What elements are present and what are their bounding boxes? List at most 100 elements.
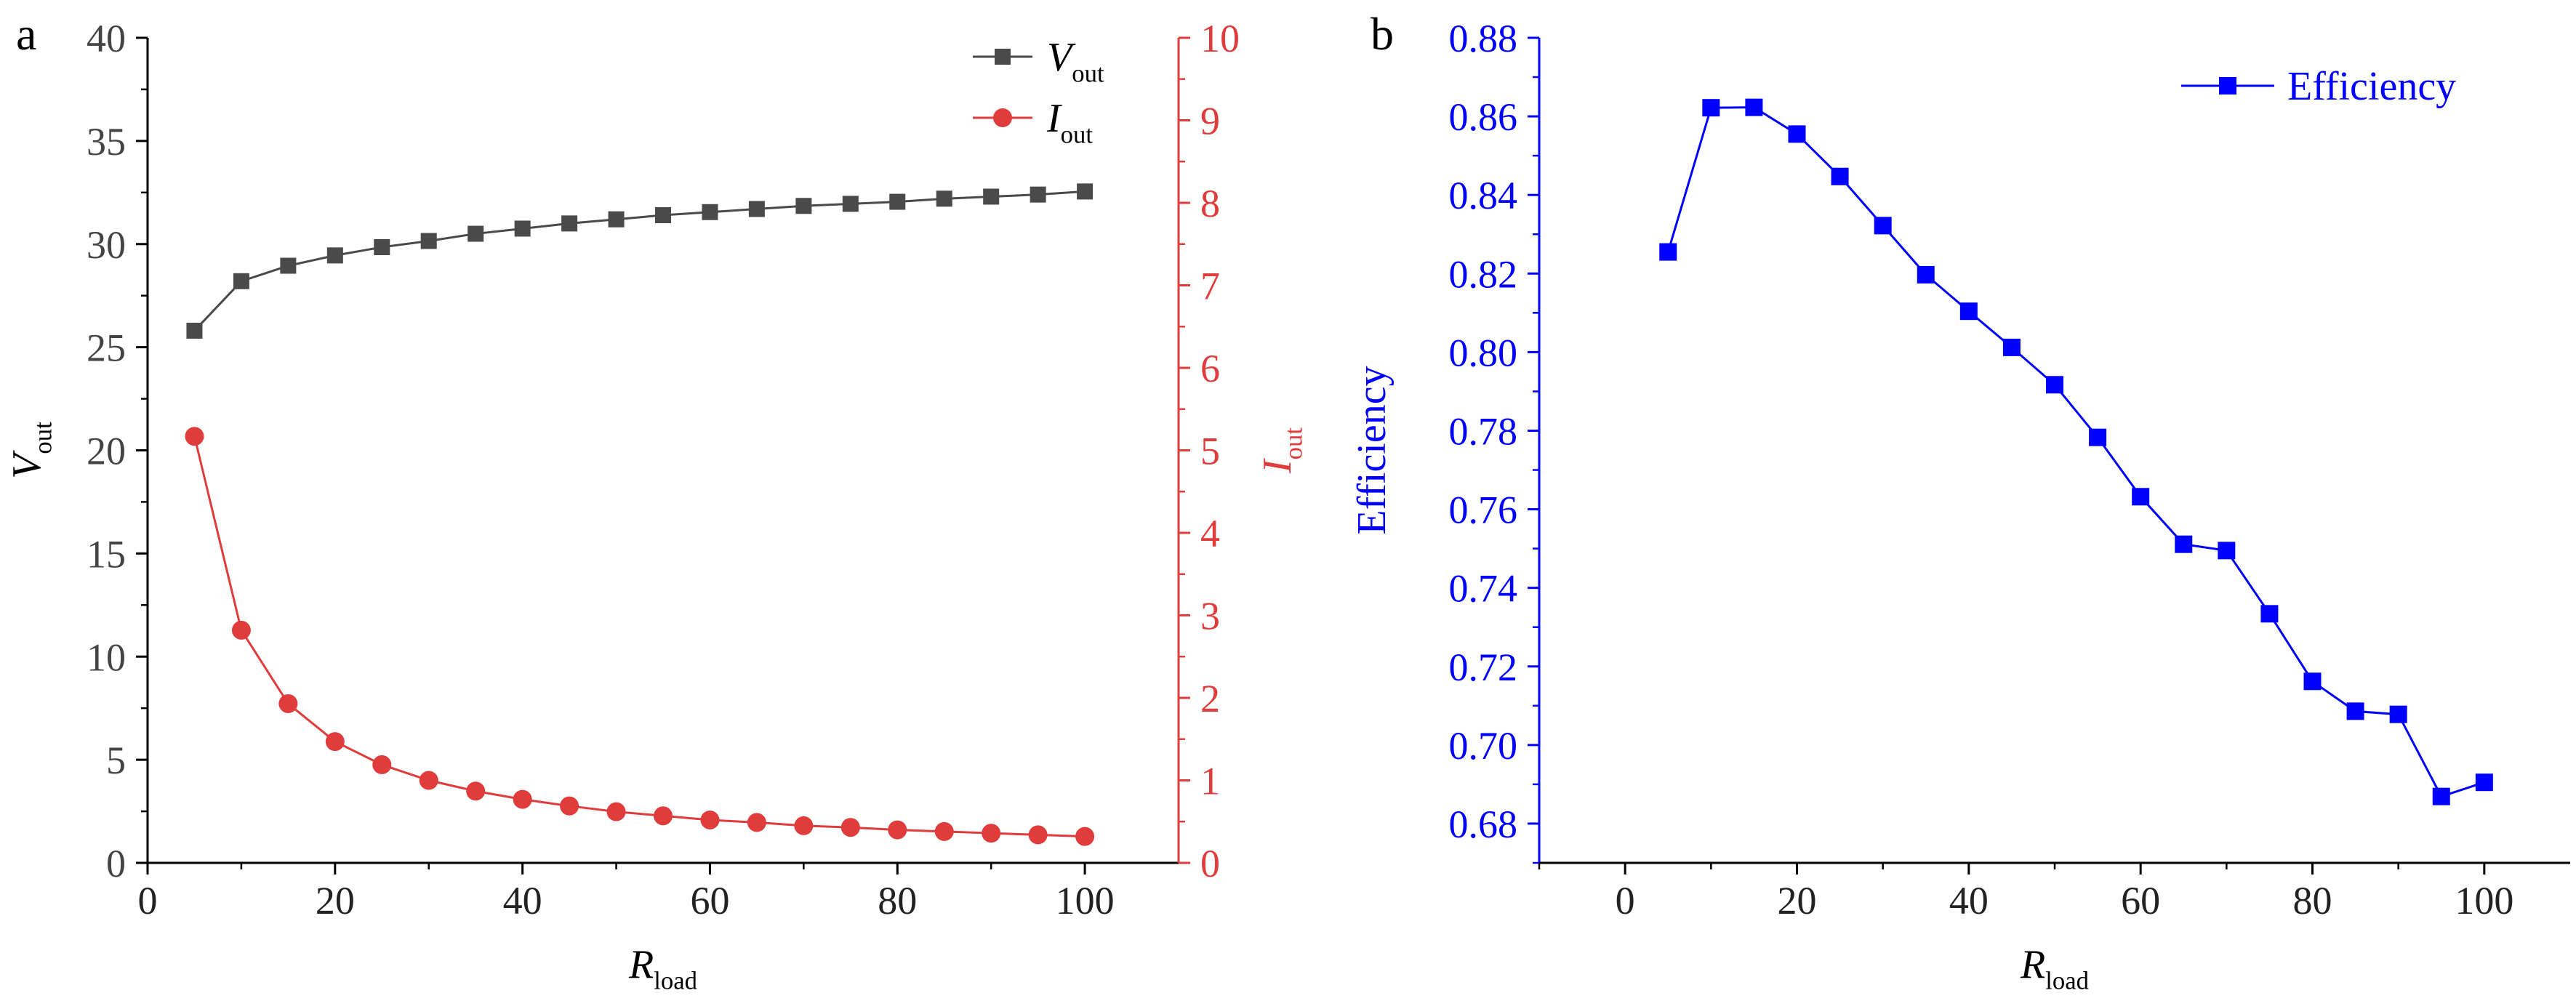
a-legend-label-iout-sub: out (1061, 121, 1094, 149)
b-x-tick-label: 20 (1778, 879, 1817, 922)
a-y-right-tick-label: 9 (1200, 100, 1220, 143)
b-y-tick-label: 0.72 (1449, 646, 1518, 689)
a-point-iout (888, 820, 907, 840)
b-point-efficiency (1874, 217, 1892, 235)
a-series-line-iout (193, 435, 1086, 838)
b-point-efficiency (2046, 376, 2063, 394)
a-point-iout (747, 813, 766, 832)
b-y-tick-label: 0.68 (1449, 803, 1518, 846)
a-point-vout (280, 257, 297, 274)
a-x-tick-label: 20 (316, 879, 355, 922)
a-y-right-tick-label: 8 (1200, 182, 1220, 225)
a-point-vout (186, 322, 203, 339)
a-y-right-tick-label: 4 (1200, 512, 1220, 555)
a-point-vout (420, 233, 437, 249)
a-x-tick-label: 60 (690, 879, 729, 922)
a-y-left-tick-label: 10 (87, 635, 126, 679)
a-y-left-axis-label: Vout (4, 422, 57, 479)
a-y-left-tick-label: 5 (106, 739, 126, 782)
a-point-iout (606, 802, 626, 821)
a-point-iout (982, 824, 1001, 843)
a-y-left-axis-label-main: V (4, 450, 49, 479)
a-point-vout (1077, 183, 1094, 200)
b-series-line-efficiency (1666, 106, 2485, 798)
a-x-axis-label: Rload (628, 942, 697, 995)
b-point-efficiency (2303, 672, 2322, 691)
a-y-right-tick-label: 0 (1200, 842, 1220, 885)
b-point-efficiency (2175, 535, 2193, 553)
a-point-vout (842, 196, 859, 212)
a-point-iout (278, 694, 298, 713)
a-point-vout (702, 204, 718, 220)
a-y-left-tick-label: 40 (87, 17, 126, 60)
a-point-iout (794, 816, 814, 835)
b-y-tick-label: 0.78 (1449, 409, 1518, 453)
a-point-vout (889, 193, 906, 210)
chart-b: b 0 20 40 60 80 100 Rload 0.68 0.70 0.72 0.74 0.76 0.… (1349, 8, 2570, 995)
a-point-vout (561, 215, 578, 232)
a-point-iout (1028, 825, 1048, 845)
a-point-vout (514, 220, 531, 237)
a-y-right-tick-label: 5 (1200, 430, 1220, 473)
a-point-vout (233, 273, 249, 289)
b-y-tick-label: 0.74 (1449, 567, 1518, 611)
b-point-efficiency (1917, 265, 1935, 284)
a-y-right-tick-label: 1 (1200, 760, 1220, 803)
a-point-iout (466, 781, 486, 801)
panel-label-b: b (1371, 8, 1394, 60)
b-x-tick-label: 0 (1616, 879, 1635, 922)
a-x-axis-label-sub: load (654, 967, 697, 995)
b-point-efficiency (2432, 787, 2450, 805)
b-y-tick-label: 0.80 (1449, 331, 1518, 374)
b-y-axis-label: Efficiency (1349, 366, 1395, 534)
a-legend-label-iout: Iout (1046, 96, 1093, 149)
a-point-iout (185, 427, 204, 446)
b-point-efficiency (1659, 243, 1677, 261)
a-point-vout (655, 207, 671, 224)
a-point-vout (748, 201, 765, 217)
a-y-right-tick-label: 2 (1200, 677, 1220, 720)
a-point-iout (654, 806, 673, 826)
a-point-vout (936, 190, 952, 207)
b-point-efficiency (1745, 98, 1763, 116)
b-point-efficiency (2475, 773, 2493, 792)
a-y-left-tick-label: 15 (87, 532, 126, 576)
b-point-efficiency (2260, 605, 2279, 623)
b-point-efficiency (2346, 702, 2364, 720)
a-y-left-tick-label: 25 (87, 326, 126, 370)
b-y-tick-label: 0.82 (1449, 252, 1518, 296)
a-y-left-tick-label: 0 (106, 842, 126, 885)
a-legend-label-vout-main: V (1047, 35, 1076, 80)
a-point-vout (795, 198, 812, 214)
a-point-vout (983, 188, 1000, 205)
a-legend-label-vout-sub: out (1072, 60, 1104, 88)
b-point-efficiency (2218, 542, 2236, 560)
a-point-iout (419, 771, 438, 790)
chart-a: a0 20 40 60 80 100Rload0510152025303540Vout01… (4, 8, 1308, 995)
a-y-right-tick-label: 10 (1200, 17, 1240, 60)
b-x-tick-label: 80 (2293, 879, 2332, 922)
b-point-efficiency (1959, 302, 1978, 321)
a-y-right-tick-label: 6 (1200, 347, 1220, 390)
a-point-vout (608, 211, 625, 228)
a-point-iout (1075, 827, 1095, 846)
a-point-vout (468, 225, 484, 242)
a-legend-label-vout: Vout (1047, 35, 1104, 88)
b-y-tick-label: 0.70 (1449, 724, 1518, 768)
b-y-axis-label-main: Efficiency (1349, 366, 1395, 534)
a-y-right-tick-label: 7 (1200, 265, 1220, 308)
a-point-iout (325, 732, 345, 752)
b-point-efficiency (1702, 99, 1720, 117)
a-point-vout (326, 247, 343, 264)
a-legend-marker (993, 108, 1012, 127)
a-y-left-axis-label-sub: out (29, 422, 57, 454)
b-x-axis-label-main: R (2020, 942, 2045, 987)
b-y-tick-label: 0.88 (1449, 17, 1518, 60)
a-legend-marker (995, 49, 1011, 65)
panel-label-a: a (16, 8, 36, 60)
a-y-left-tick-label: 30 (87, 223, 126, 267)
a-legend-label-iout-main: I (1046, 96, 1062, 141)
a-point-iout (934, 821, 954, 841)
a-x-tick-label: 40 (503, 879, 542, 922)
